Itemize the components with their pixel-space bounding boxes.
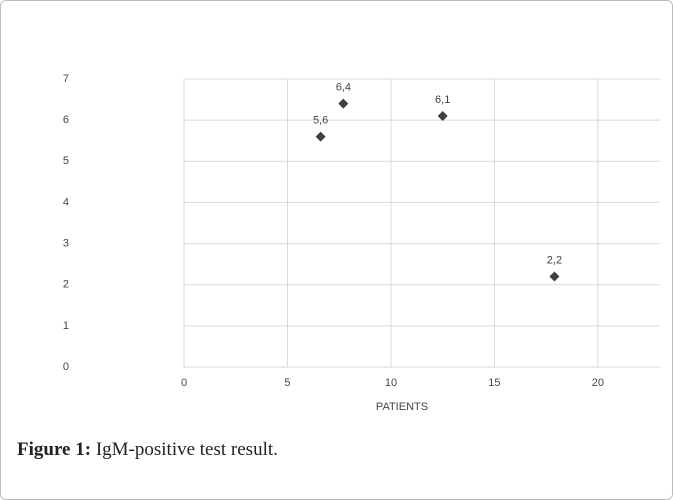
y-tick-label: 0: [63, 361, 69, 373]
x-tick-label: 10: [385, 377, 397, 389]
figure-card: 0 1 2 3 4 5 6 7 0 5 10 15 20 PATIENTS 5,6 6,4 6,1 2,2 Fig…: [0, 0, 673, 500]
caption-label: Figure 1:: [17, 439, 91, 460]
y-tick-label: 1: [63, 320, 69, 332]
y-tick-label: 6: [63, 114, 69, 126]
x-tick-label: 0: [181, 377, 187, 389]
chart: 0 1 2 3 4 5 6 7 0 5 10 15 20 PATIENTS 5,6 6,4 6,1 2,2: [1, 1, 672, 421]
caption-text: IgM-positive test result.: [96, 439, 278, 460]
data-label: 5,6: [313, 115, 328, 127]
y-tick-label: 2: [63, 279, 69, 291]
x-tick-label: 20: [592, 377, 604, 389]
data-point: [549, 271, 559, 281]
y-tick-label: 4: [63, 196, 69, 208]
data-point: [316, 132, 326, 142]
y-tick-label: 5: [63, 155, 69, 167]
data-label: 2,2: [547, 254, 562, 266]
data-label: 6,1: [435, 94, 450, 106]
y-tick-label: 7: [63, 73, 69, 85]
caption: Figure 1: IgM-positive test result.: [17, 439, 278, 461]
data-point: [438, 111, 448, 121]
x-tick-label: 5: [284, 377, 290, 389]
x-axis-label: PATIENTS: [376, 401, 428, 413]
data-point: [338, 99, 348, 109]
y-tick-label: 3: [63, 237, 69, 249]
data-label: 6,4: [336, 82, 351, 94]
x-tick-label: 15: [488, 377, 500, 389]
